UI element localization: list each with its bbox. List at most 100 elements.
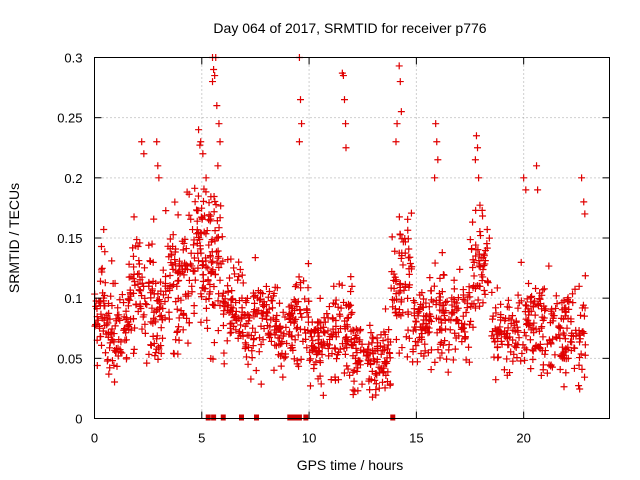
data-point-outlier	[471, 156, 479, 164]
data-point	[436, 340, 444, 348]
data-point-outlier	[474, 144, 482, 152]
data-point	[424, 329, 432, 337]
data-point	[265, 305, 273, 313]
data-point	[129, 244, 137, 252]
data-point	[294, 298, 302, 306]
data-point	[162, 272, 170, 280]
data-point	[206, 288, 214, 296]
data-point	[104, 319, 112, 327]
data-point-outlier	[214, 162, 222, 170]
data-point	[581, 373, 589, 381]
data-point	[259, 336, 267, 344]
data-point	[436, 299, 444, 307]
data-point	[467, 317, 475, 325]
data-point	[576, 335, 584, 343]
data-point	[469, 218, 477, 226]
data-point	[193, 217, 201, 225]
data-point	[197, 318, 205, 326]
data-point	[413, 358, 421, 366]
data-point	[330, 282, 338, 290]
data-point	[421, 340, 429, 348]
data-point	[147, 341, 155, 349]
data-point	[380, 346, 388, 354]
data-point	[463, 304, 471, 312]
x-axis-label: GPS time / hours	[297, 457, 404, 473]
data-point	[295, 273, 303, 281]
data-point	[503, 303, 511, 311]
data-point	[110, 361, 118, 369]
data-point	[291, 283, 299, 291]
data-point	[449, 356, 457, 364]
data-point	[211, 227, 219, 235]
data-point	[282, 323, 290, 331]
data-point	[503, 355, 511, 363]
data-point	[196, 235, 204, 243]
data-point	[164, 242, 172, 250]
data-point	[276, 324, 284, 332]
data-point	[298, 313, 306, 321]
data-point	[344, 314, 352, 322]
data-point	[509, 357, 517, 365]
data-point	[436, 274, 444, 282]
data-point	[331, 344, 339, 352]
data-point	[569, 290, 577, 298]
data-point	[321, 329, 329, 337]
data-point	[379, 337, 387, 345]
data-point	[314, 347, 322, 355]
data-point	[175, 336, 183, 344]
data-point	[532, 342, 540, 350]
data-point	[561, 335, 569, 343]
data-point	[578, 365, 586, 373]
data-point	[148, 240, 156, 248]
data-point	[448, 310, 456, 318]
data-point	[440, 312, 448, 320]
data-point	[416, 323, 424, 331]
data-point	[179, 246, 187, 254]
data-point	[441, 317, 449, 325]
data-point	[527, 326, 535, 334]
data-point	[264, 293, 272, 301]
data-point	[551, 351, 559, 359]
data-point	[130, 289, 138, 297]
zero-value-point	[211, 414, 217, 421]
data-point	[171, 248, 179, 256]
data-point	[182, 245, 190, 253]
data-point	[461, 328, 469, 336]
data-point	[153, 332, 161, 340]
data-point	[461, 297, 469, 305]
data-points-layer	[91, 54, 589, 421]
data-point	[174, 327, 182, 335]
data-point	[393, 295, 401, 303]
data-point	[317, 319, 325, 327]
data-point	[372, 386, 380, 394]
data-point	[383, 345, 391, 353]
data-point	[575, 327, 583, 335]
data-point	[191, 184, 199, 192]
data-point	[398, 252, 406, 260]
data-point	[266, 323, 274, 331]
data-point	[575, 382, 583, 390]
data-point	[191, 198, 199, 206]
data-point	[451, 298, 459, 306]
data-point	[352, 360, 360, 368]
data-point	[443, 297, 451, 305]
data-point	[211, 197, 219, 205]
data-point	[336, 325, 344, 333]
data-point	[235, 273, 243, 281]
data-point	[426, 274, 434, 282]
zero-value-point	[205, 414, 211, 421]
data-point	[165, 315, 173, 323]
data-point	[135, 286, 143, 294]
data-point	[497, 328, 505, 336]
data-point	[254, 287, 262, 295]
data-point-outlier	[432, 120, 440, 128]
data-point	[155, 296, 163, 304]
data-point	[579, 301, 587, 309]
data-point	[131, 324, 139, 332]
data-point	[94, 316, 102, 324]
data-point	[509, 312, 517, 320]
data-point	[199, 284, 207, 292]
data-point	[329, 325, 337, 333]
y-tick-label: 0.05	[57, 351, 82, 366]
data-point	[477, 232, 485, 240]
